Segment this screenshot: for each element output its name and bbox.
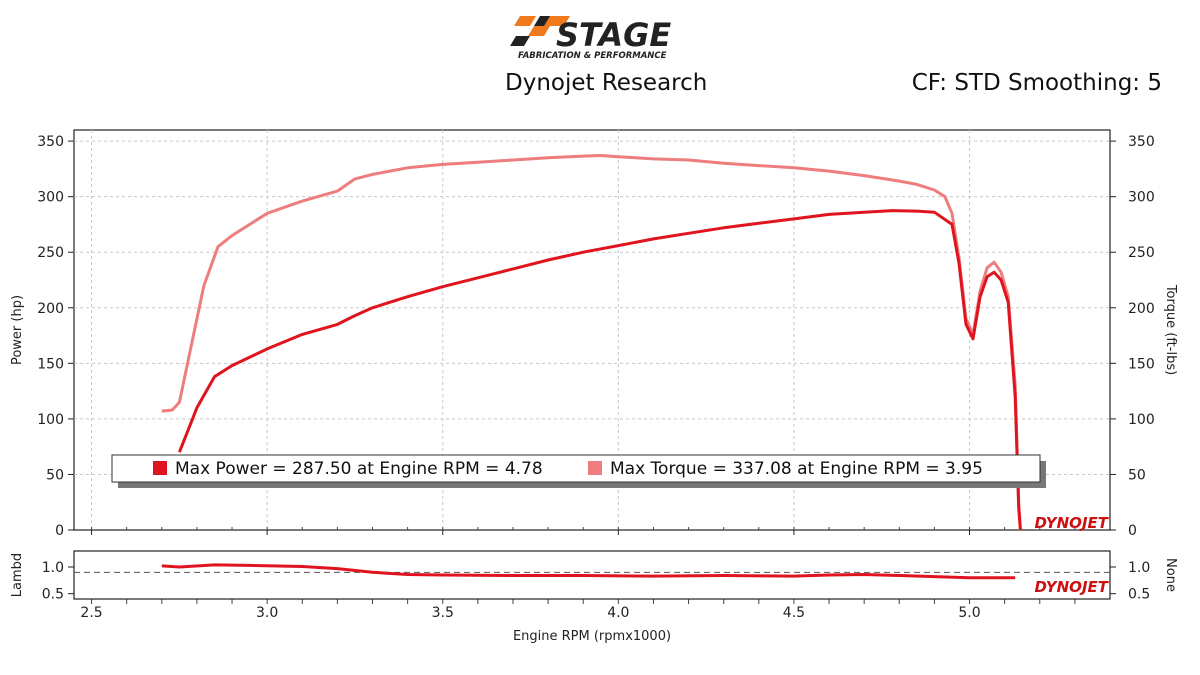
y2-tick-label: 250 xyxy=(1128,245,1155,261)
lambda-curve xyxy=(161,563,1016,580)
logo-tagline: FABRICATION & PERFORMANCE xyxy=(518,51,667,61)
logo-brand: STAGE xyxy=(556,16,671,54)
y2-tick-label: 100 xyxy=(1128,412,1155,428)
y-axis-label: Power (hp) xyxy=(10,295,25,365)
legend: Max Power = 287.50 at Engine RPM = 4.78 … xyxy=(111,454,1046,488)
chart-title: Dynojet Research xyxy=(505,70,708,96)
y-tick-label: 200 xyxy=(37,301,64,317)
y-tick-label: 350 xyxy=(37,134,64,150)
y-tick-label: 50 xyxy=(46,467,64,483)
dynojet-watermark-lambda: DYNOJET xyxy=(1034,578,1109,596)
lambda-y2-label: None xyxy=(1163,558,1178,592)
y-tick-label: 250 xyxy=(37,245,64,261)
y2-tick-label: 0 xyxy=(1128,523,1137,539)
y-tick-label: 300 xyxy=(37,190,64,206)
lambda-y-label: Lambd xyxy=(10,553,25,597)
legend-swatch-torque xyxy=(588,461,602,475)
torque-curve xyxy=(161,154,1022,531)
y-tick-label: 0 xyxy=(55,523,64,539)
power-curve xyxy=(178,209,1022,531)
correction-settings: CF: STD Smoothing: 5 xyxy=(911,70,1162,96)
lambda-ticks: 0.5 0.5 1.0 1.0 xyxy=(42,560,1151,603)
legend-label-power: Max Power = 287.50 at Engine RPM = 4.78 xyxy=(175,459,543,479)
x-tick-label: 3.0 xyxy=(256,605,278,621)
x-tick-label: 4.0 xyxy=(607,605,629,621)
legend-label-torque: Max Torque = 337.08 at Engine RPM = 3.95 xyxy=(610,459,983,479)
x-tick-label: 5.0 xyxy=(958,605,980,621)
y-tick-label: 150 xyxy=(37,356,64,372)
lambda-layer xyxy=(74,563,1110,580)
x-tick-label: 3.5 xyxy=(432,605,454,621)
y2-tick-label: 300 xyxy=(1128,190,1155,206)
x-tick-label: 4.5 xyxy=(783,605,805,621)
y2-tick-label: 350 xyxy=(1128,134,1155,150)
y2-tick-label: 50 xyxy=(1128,467,1146,483)
legend-swatch-power xyxy=(153,461,167,475)
lambda-y-tick-label: 0.5 xyxy=(42,587,64,603)
y2-axis-label: Torque (ft-lbs) xyxy=(1163,284,1178,375)
lambda-y2-tick-label: 1.0 xyxy=(1128,560,1150,576)
x-axis-label: Engine RPM (rpmx1000) xyxy=(513,629,671,644)
x-tick-label: 2.5 xyxy=(80,605,102,621)
y2-tick-label: 150 xyxy=(1128,356,1155,372)
y-tick-label: 100 xyxy=(37,412,64,428)
stage-logo: STAGE FABRICATION & PERFORMANCE xyxy=(510,16,671,61)
dynojet-watermark-main: DYNOJET xyxy=(1034,514,1109,532)
lambda-y-tick-label: 1.0 xyxy=(42,560,64,576)
main-ticks: 2.5 3.0 3.5 4.0 4.5 5.0 0 0 50 50 100 100 150 150 200 2… xyxy=(37,134,1154,621)
y2-tick-label: 200 xyxy=(1128,301,1155,317)
logo-flag-mark xyxy=(510,16,570,46)
legend-box xyxy=(111,454,1041,483)
lambda-y2-tick-label: 0.5 xyxy=(1128,587,1150,603)
series-layer xyxy=(161,154,1022,531)
